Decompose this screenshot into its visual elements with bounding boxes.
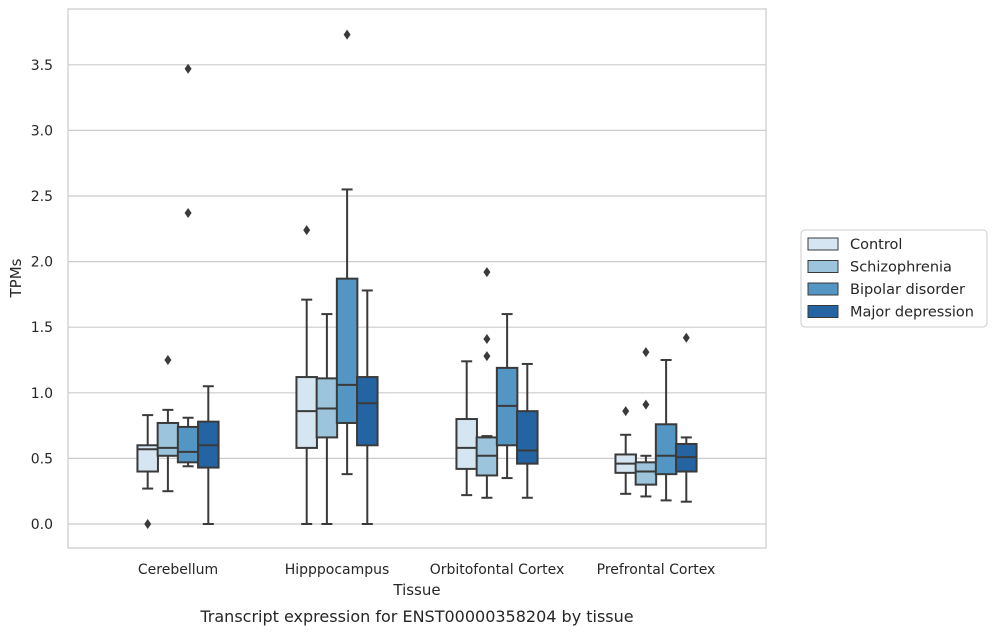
outlier-point [144,519,152,529]
y-tick-label: 1.0 [31,386,53,402]
x-tick-labels: Cerebellum Hipppocampus Orbitofontal Corte… [138,562,715,578]
x-axis-label: Tissue [392,581,440,599]
legend-label: Bipolar disorder [850,282,965,298]
box [634,347,658,498]
legend-label: Control [850,237,902,253]
plot-frame [67,8,767,549]
y-tick-label: 0.5 [31,451,53,467]
box-body [156,421,180,457]
box [197,385,220,525]
box-body [136,444,159,473]
box-groups [136,29,698,529]
outlier-point [682,332,690,343]
box-body [516,410,539,465]
outlier-point [184,63,192,74]
box [654,359,678,502]
outlier-point [642,347,650,358]
outlier-point [303,225,311,236]
legend-swatch [807,260,839,273]
y-tick-label: 0.0 [31,517,53,533]
y-tick-label: 2.5 [31,189,53,205]
outlier-point [642,399,650,410]
legend-frame [800,229,988,328]
outlier-point [483,267,491,278]
y-tick-label: 3.0 [31,123,53,139]
legend-swatch [807,305,839,318]
y-tick-labels: 0.0 0.5 1.0 1.5 2.0 2.5 3.0 3.5 [31,58,53,533]
box-body [335,277,359,424]
x-tick-label: Cerebellum [138,562,218,578]
box [675,332,698,503]
box [156,355,180,493]
legend-swatch [807,237,839,251]
box-body [634,461,658,486]
chart-caption: Transcript expression for ENST0000035820… [199,607,633,626]
y-tick-label: 1.5 [31,320,53,336]
box-body [176,425,200,464]
box [495,313,519,480]
legend-label: Major depression [850,305,974,321]
x-tick-label: Hipppocampus [285,562,390,578]
x-tick-label: Prefrontal Cortex [597,562,716,578]
box [295,225,318,525]
box-body [654,423,678,476]
box-body [455,418,478,470]
box [356,289,379,525]
legend: Control Schizophrenia Bipolar disorder Majo… [800,229,988,328]
box-body [356,376,379,447]
box [475,267,499,499]
outlier-point [164,355,172,365]
box [136,414,159,529]
y-tick-label: 3.5 [31,58,53,74]
outlier-point [343,29,351,40]
legend-swatch [807,282,839,296]
legend-label: Schizophrenia [850,260,952,276]
outlier-point [483,334,491,345]
y-axis-label: TPMs [7,258,25,298]
box-body [295,376,318,449]
box [516,362,539,499]
x-tick-label: Orbitofontal Cortex [430,562,565,578]
box [614,406,637,495]
outlier-point [622,406,630,417]
box [335,29,359,476]
y-tick-label: 2.0 [31,255,53,271]
outlier-point [483,351,491,362]
outlier-point [184,208,192,219]
